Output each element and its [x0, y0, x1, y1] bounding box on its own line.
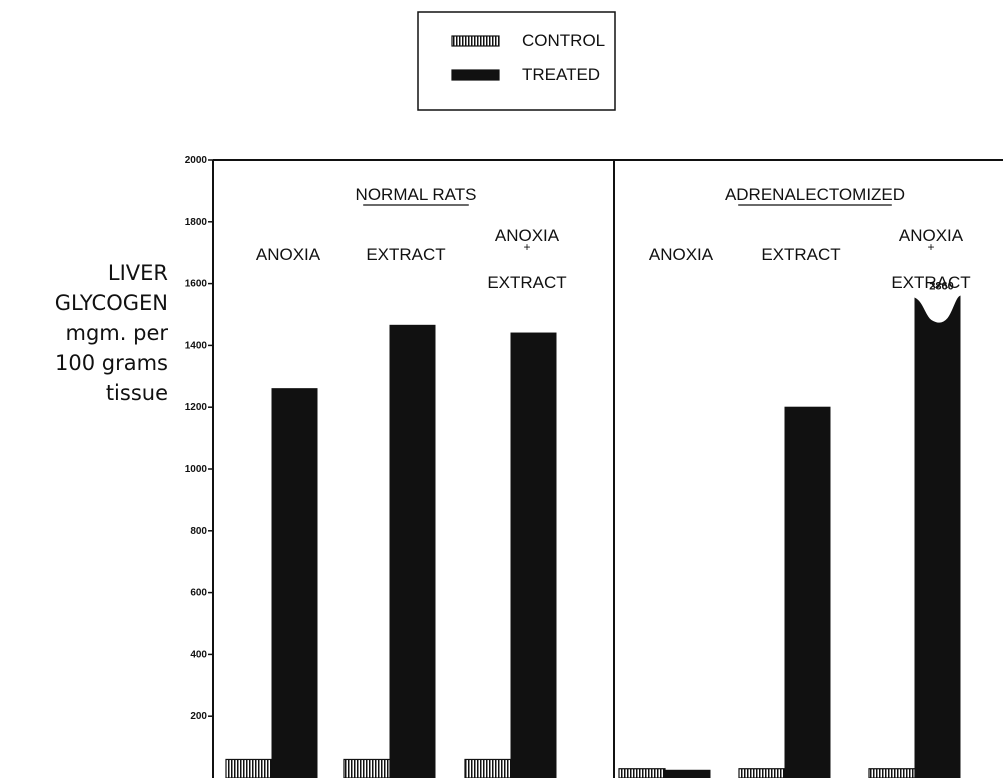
y-axis-label-line: 100 grams: [55, 351, 168, 375]
category-label: ANOXIA: [495, 226, 560, 245]
legend-swatch-treated: [451, 69, 500, 81]
category-label: EXTRACT: [487, 273, 566, 292]
y-tick-label: 1600: [185, 279, 208, 290]
y-tick-label: 1800: [185, 217, 208, 228]
category-label: EXTRACT: [366, 245, 445, 264]
legend-box: [417, 11, 616, 111]
y-tick-label: 200: [190, 711, 207, 722]
control-bar: [868, 768, 916, 778]
category-label: +: [927, 240, 934, 254]
legend-label-treated: TREATED: [522, 65, 600, 84]
y-axis-label: LIVER GLYCOGEN mgm. per 100 grams tissue: [0, 258, 168, 408]
y-axis-label-line: tissue: [105, 381, 168, 405]
treated-bar: [784, 406, 831, 778]
y-tick-label: 400: [190, 649, 207, 660]
treated-bar: [389, 324, 436, 778]
treated-bar: [664, 769, 711, 778]
y-tick-label: 800: [190, 526, 207, 537]
control-bar: [738, 768, 786, 778]
control-bar: [464, 758, 512, 778]
category-label: EXTRACT: [761, 245, 840, 264]
y-tick-label: 1400: [185, 340, 208, 351]
y-axis-label-line: LIVER: [107, 261, 168, 285]
control-bar: [343, 758, 391, 778]
control-bar: [225, 758, 273, 778]
treated-bar: [510, 332, 557, 778]
y-tick-label: 600: [190, 588, 207, 599]
category-label: ANOXIA: [649, 245, 714, 264]
legend-label-control: CONTROL: [522, 31, 605, 50]
y-axis-label-line: GLYCOGEN: [54, 291, 168, 315]
treated-value-label: 2860: [929, 280, 953, 292]
treated-bar: [914, 295, 961, 778]
y-axis-label-line: mgm. per: [65, 321, 168, 345]
control-bar: [618, 768, 666, 778]
category-label: EXTRACT: [891, 273, 970, 292]
category-label: ANOXIA: [899, 226, 964, 245]
category-label: +: [523, 240, 530, 254]
y-tick-label: 1000: [185, 464, 208, 475]
y-tick-label: 1200: [185, 402, 208, 413]
y-tick-label: 2000: [185, 155, 208, 166]
category-label: ANOXIA: [256, 245, 321, 264]
treated-bar: [271, 388, 318, 778]
panel-title: NORMAL RATS: [356, 185, 477, 204]
panel-title: ADRENALECTOMIZED: [725, 185, 905, 204]
legend-swatch-control: [451, 35, 500, 47]
